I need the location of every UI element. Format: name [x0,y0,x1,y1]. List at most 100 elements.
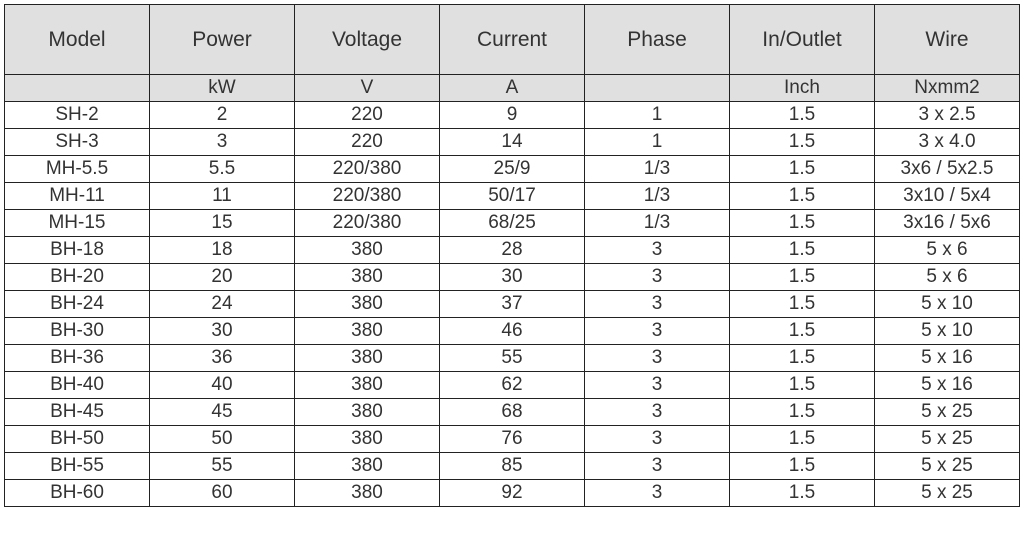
col-header-phase: Phase [585,5,730,75]
table-cell: 1.5 [730,372,875,399]
table-cell: 11 [150,183,295,210]
table-cell: 15 [150,210,295,237]
table-cell: 30 [440,264,585,291]
table-cell: 1 [585,102,730,129]
table-row: BH-60603809231.55 x 25 [5,480,1020,507]
table-cell: 220 [295,129,440,156]
spec-table-head: Model Power Voltage Current Phase In/Out… [5,5,1020,102]
table-cell: 50/17 [440,183,585,210]
table-row: SH-22220911.53 x 2.5 [5,102,1020,129]
table-cell: 380 [295,237,440,264]
table-cell: 5 x 16 [875,345,1020,372]
table-cell: 28 [440,237,585,264]
table-cell: 380 [295,291,440,318]
table-cell: 3x10 / 5x4 [875,183,1020,210]
header-row: Model Power Voltage Current Phase In/Out… [5,5,1020,75]
col-header-model: Model [5,5,150,75]
table-cell: 1.5 [730,156,875,183]
table-cell: BH-55 [5,453,150,480]
table-cell: 60 [150,480,295,507]
table-cell: 5.5 [150,156,295,183]
unit-inlet: Inch [730,75,875,102]
table-cell: BH-60 [5,480,150,507]
unit-voltage: V [295,75,440,102]
table-row: MH-1111220/38050/171/31.53x10 / 5x4 [5,183,1020,210]
col-header-wire: Wire [875,5,1020,75]
table-cell: 3 [585,345,730,372]
table-row: MH-5.55.5220/38025/91/31.53x6 / 5x2.5 [5,156,1020,183]
table-cell: 1.5 [730,237,875,264]
table-cell: 55 [440,345,585,372]
table-row: BH-30303804631.55 x 10 [5,318,1020,345]
table-cell: 5 x 25 [875,426,1020,453]
table-row: BH-36363805531.55 x 16 [5,345,1020,372]
table-cell: 14 [440,129,585,156]
table-cell: 1/3 [585,210,730,237]
unit-wire: Nxmm2 [875,75,1020,102]
table-cell: 3 [150,129,295,156]
table-cell: 220/380 [295,210,440,237]
table-cell: 380 [295,264,440,291]
table-cell: BH-18 [5,237,150,264]
table-row: BH-24243803731.55 x 10 [5,291,1020,318]
table-cell: 3x16 / 5x6 [875,210,1020,237]
table-cell: 55 [150,453,295,480]
col-header-current: Current [440,5,585,75]
table-cell: 3 [585,237,730,264]
table-cell: 1.5 [730,453,875,480]
table-cell: 37 [440,291,585,318]
table-cell: 36 [150,345,295,372]
table-cell: BH-36 [5,345,150,372]
table-cell: 220/380 [295,156,440,183]
table-cell: 25/9 [440,156,585,183]
table-cell: 380 [295,426,440,453]
table-cell: 5 x 6 [875,237,1020,264]
col-header-power: Power [150,5,295,75]
table-cell: 3 x 4.0 [875,129,1020,156]
table-row: BH-20203803031.55 x 6 [5,264,1020,291]
table-cell: 1 [585,129,730,156]
table-cell: 1/3 [585,183,730,210]
table-cell: 5 x 25 [875,480,1020,507]
table-cell: 50 [150,426,295,453]
table-cell: 380 [295,318,440,345]
table-cell: BH-20 [5,264,150,291]
table-cell: SH-2 [5,102,150,129]
table-cell: 3 [585,318,730,345]
table-cell: BH-45 [5,399,150,426]
table-cell: 1.5 [730,426,875,453]
table-cell: 76 [440,426,585,453]
table-cell: 3 [585,480,730,507]
table-cell: 45 [150,399,295,426]
table-cell: 3 [585,426,730,453]
table-cell: 24 [150,291,295,318]
unit-power: kW [150,75,295,102]
table-row: BH-50503807631.55 x 25 [5,426,1020,453]
table-cell: 5 x 16 [875,372,1020,399]
table-cell: BH-24 [5,291,150,318]
table-cell: BH-30 [5,318,150,345]
table-cell: 18 [150,237,295,264]
table-row: BH-18183802831.55 x 6 [5,237,1020,264]
table-cell: 1.5 [730,345,875,372]
table-row: BH-45453806831.55 x 25 [5,399,1020,426]
table-cell: 5 x 25 [875,399,1020,426]
table-cell: 220 [295,102,440,129]
table-cell: 68 [440,399,585,426]
table-cell: 380 [295,372,440,399]
table-cell: 3 x 2.5 [875,102,1020,129]
table-cell: 1.5 [730,183,875,210]
table-cell: 3 [585,453,730,480]
table-cell: 20 [150,264,295,291]
unit-phase [585,75,730,102]
table-cell: 9 [440,102,585,129]
table-cell: 1.5 [730,129,875,156]
table-cell: 380 [295,453,440,480]
table-cell: 1.5 [730,210,875,237]
table-cell: 380 [295,480,440,507]
table-row: BH-55553808531.55 x 25 [5,453,1020,480]
table-cell: 3 [585,291,730,318]
spec-table: Model Power Voltage Current Phase In/Out… [4,4,1020,507]
table-cell: 3 [585,372,730,399]
table-cell: 46 [440,318,585,345]
